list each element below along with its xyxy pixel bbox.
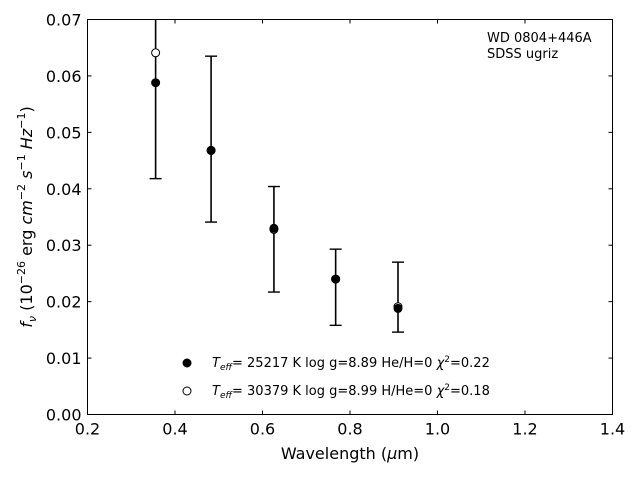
point-filled (206, 145, 216, 155)
annotation-line-1: WD 0804+446A (487, 31, 592, 46)
x-tick-label: 0.4 (162, 420, 187, 439)
y-tick-label: 0.02 (46, 293, 82, 312)
point-filled (393, 303, 403, 313)
x-tick-label: 0.8 (337, 420, 362, 439)
y-tick-label: 0.07 (46, 11, 82, 30)
x-tick-label: 1.4 (600, 420, 625, 439)
x-tick-label: 1.0 (425, 420, 450, 439)
x-tick-label: 0.2 (75, 420, 100, 439)
x-axis-label: Wavelength (μm) (281, 444, 419, 463)
legend-marker-open (182, 386, 192, 396)
annotation-line-2: SDSS ugriz (487, 47, 558, 62)
y-tick-label: 0.00 (46, 406, 82, 425)
y-axis-label: fν (10−26 erg cm−2 s−1 Hz−1) (15, 106, 39, 327)
point-open (151, 48, 161, 58)
x-tick-label: 0.6 (250, 420, 275, 439)
legend-marker-filled (182, 358, 192, 368)
legend-label-2: Teff= 30379 K log g=8.99 H/He=0 χ2=0.18 (212, 383, 490, 401)
y-tick-label: 0.06 (46, 67, 82, 86)
data-points (151, 48, 403, 313)
point-filled (269, 223, 279, 233)
y-tick-label: 0.05 (46, 123, 82, 142)
y-tick-label: 0.04 (46, 180, 82, 199)
x-tick-label: 1.2 (512, 420, 537, 439)
y-tick-label: 0.03 (46, 236, 82, 255)
point-filled (151, 78, 161, 88)
y-tick-label: 0.01 (46, 349, 82, 368)
error-bars (149, 19, 404, 333)
axis-ticks: 0.2 0.4 0.6 0.8 1.0 1.2 1.4 0.00 0.01 0.02 0.03 0.0… (46, 11, 625, 439)
legend-label-1: Teff= 25217 K log g=8.89 He/H=0 χ2=0.22 (212, 355, 490, 373)
point-filled (331, 274, 341, 284)
legend: Teff= 25217 K log g=8.89 He/H=0 χ2=0.22 … (182, 355, 490, 401)
